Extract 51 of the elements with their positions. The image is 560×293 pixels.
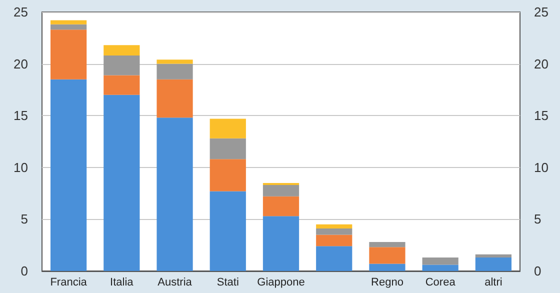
y2-tick-label: 5	[534, 212, 542, 227]
bar	[210, 191, 246, 271]
bar	[104, 75, 140, 95]
bar	[369, 264, 406, 271]
bar	[262, 216, 300, 271]
y2-tick-label: 20	[534, 56, 548, 72]
bar	[104, 94, 140, 271]
bar	[50, 30, 87, 80]
bar	[316, 234, 352, 246]
bar	[104, 56, 140, 76]
y-tick-label: 20	[14, 56, 28, 72]
y2-tick-label: 15	[534, 108, 548, 124]
y2-tick-label: 25	[534, 4, 548, 20]
bar	[475, 258, 512, 271]
y2-tick-label: 0	[534, 264, 542, 278]
bar	[262, 185, 300, 196]
bar	[50, 20, 87, 24]
bar	[210, 118, 246, 138]
x-tick-label: altri	[484, 276, 502, 288]
bar	[50, 79, 87, 271]
x-tick-label: Stati	[216, 276, 239, 288]
bar	[156, 79, 193, 118]
y-tick-label: 25	[14, 4, 28, 20]
bar	[156, 60, 193, 64]
x-tick-label: Francia	[50, 276, 88, 288]
x-tick-label: Austria	[158, 276, 193, 288]
bar	[262, 182, 300, 186]
y-tick-label: 15	[14, 108, 28, 124]
bar	[422, 264, 458, 271]
bar	[50, 24, 87, 30]
x-tick-label: Italia	[110, 276, 134, 288]
bar	[156, 64, 193, 80]
y-tick-label: 10	[14, 160, 28, 175]
y2-tick-label: 10	[534, 160, 548, 175]
bar	[422, 258, 458, 265]
y-tick-label: 5	[20, 212, 28, 227]
bar	[210, 159, 246, 192]
x-tick-label: Corea	[425, 276, 456, 288]
bar	[262, 196, 300, 216]
bar	[369, 242, 406, 248]
bar	[316, 224, 352, 229]
bar	[369, 247, 406, 264]
bar	[156, 118, 193, 271]
bar	[104, 45, 140, 56]
x-tick-label: Giappone	[257, 276, 305, 288]
bar	[316, 246, 352, 271]
bar	[316, 228, 352, 235]
bar	[475, 254, 512, 258]
bar	[210, 138, 246, 160]
y-tick-label: 0	[20, 264, 28, 278]
x-tick-label: Regno	[371, 276, 404, 288]
